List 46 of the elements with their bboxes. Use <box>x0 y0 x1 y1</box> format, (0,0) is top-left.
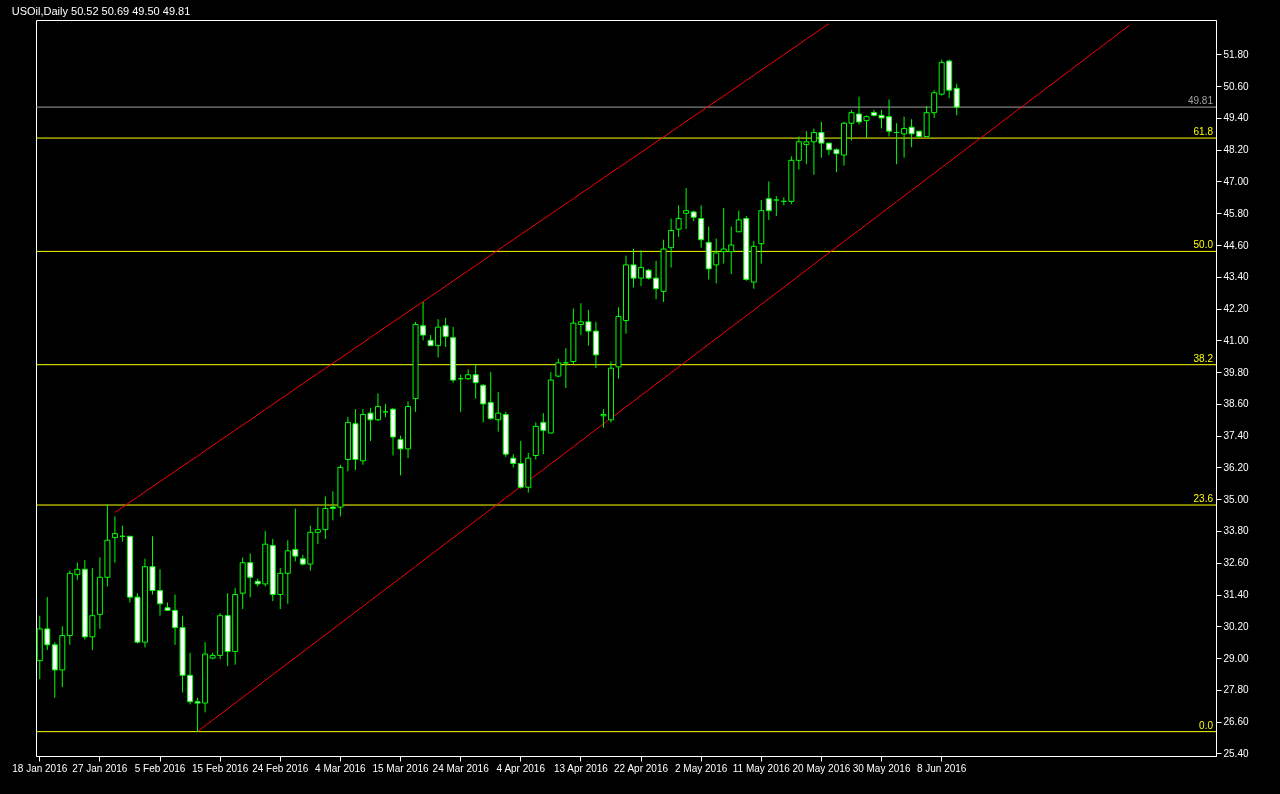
x-tick-label: 22 Apr 2016 <box>614 762 669 774</box>
y-tick-label: 43.40 <box>1223 271 1249 283</box>
y-tick-label: 31.40 <box>1223 589 1249 600</box>
y-tick-label: 48.20 <box>1223 144 1249 156</box>
y-tick-label: 41.00 <box>1223 334 1249 346</box>
x-tick-label: 15 Mar 2016 <box>372 762 430 774</box>
y-tick-label: 29.00 <box>1223 652 1249 664</box>
x-tick-label: 4 Mar 2016 <box>315 762 367 774</box>
y-tick-label: 32.60 <box>1223 557 1249 569</box>
chart-title: USOil,Daily 50.52 50.69 49.50 49.81 <box>11 5 191 17</box>
x-tick-label: 27 Jan 2016 <box>72 762 128 774</box>
y-tick-label: 33.80 <box>1223 525 1249 537</box>
x-tick-label: 30 May 2016 <box>852 762 911 774</box>
y-tick-label: 38.60 <box>1223 398 1249 410</box>
y-tick-label: 51.80 <box>1223 48 1249 60</box>
annotation: 23.6 <box>1193 493 1214 505</box>
ref-line-label: 49.81 <box>1187 95 1214 107</box>
x-tick-label: 4 Apr 2016 <box>496 762 546 774</box>
x-tick-label: 15 Feb 2016 <box>192 762 249 774</box>
y-tick-label: 25.40 <box>1223 747 1249 759</box>
y-tick-label: 35.00 <box>1223 493 1249 505</box>
x-tick-label: 18 Jan 2016 <box>12 762 68 774</box>
x-tick-label: 24 Feb 2016 <box>252 762 309 774</box>
annotation: 50.0 <box>1193 239 1214 251</box>
y-tick-label: 45.80 <box>1223 207 1249 219</box>
annotation: 38.2 <box>1193 352 1214 364</box>
x-tick-label: 24 Mar 2016 <box>432 762 490 774</box>
y-tick-label: 47.00 <box>1223 176 1249 187</box>
x-tick-label: 11 May 2016 <box>732 762 791 774</box>
y-tick-label: 39.80 <box>1223 366 1249 378</box>
y-tick-label: 42.20 <box>1223 303 1249 315</box>
x-tick-label: 13 Apr 2016 <box>553 762 609 774</box>
x-tick-label: 5 Feb 2016 <box>134 762 186 774</box>
y-tick-label: 50.60 <box>1223 80 1249 92</box>
y-tick-label: 37.40 <box>1223 430 1249 442</box>
y-tick-label: 36.20 <box>1223 461 1249 473</box>
y-tick-label: 30.20 <box>1223 620 1249 632</box>
y-tick-label: 27.80 <box>1223 684 1249 696</box>
annotation: 0.0 <box>1199 719 1214 731</box>
annotation: 61.8 <box>1193 126 1214 138</box>
x-tick-label: 2 May 2016 <box>675 762 728 774</box>
y-tick-label: 44.60 <box>1223 239 1249 251</box>
x-tick-label: 20 May 2016 <box>792 762 851 774</box>
x-tick-label: 8 Jun 2016 <box>916 762 967 774</box>
y-tick-label: 26.60 <box>1223 716 1249 728</box>
y-tick-label: 49.40 <box>1223 112 1249 124</box>
